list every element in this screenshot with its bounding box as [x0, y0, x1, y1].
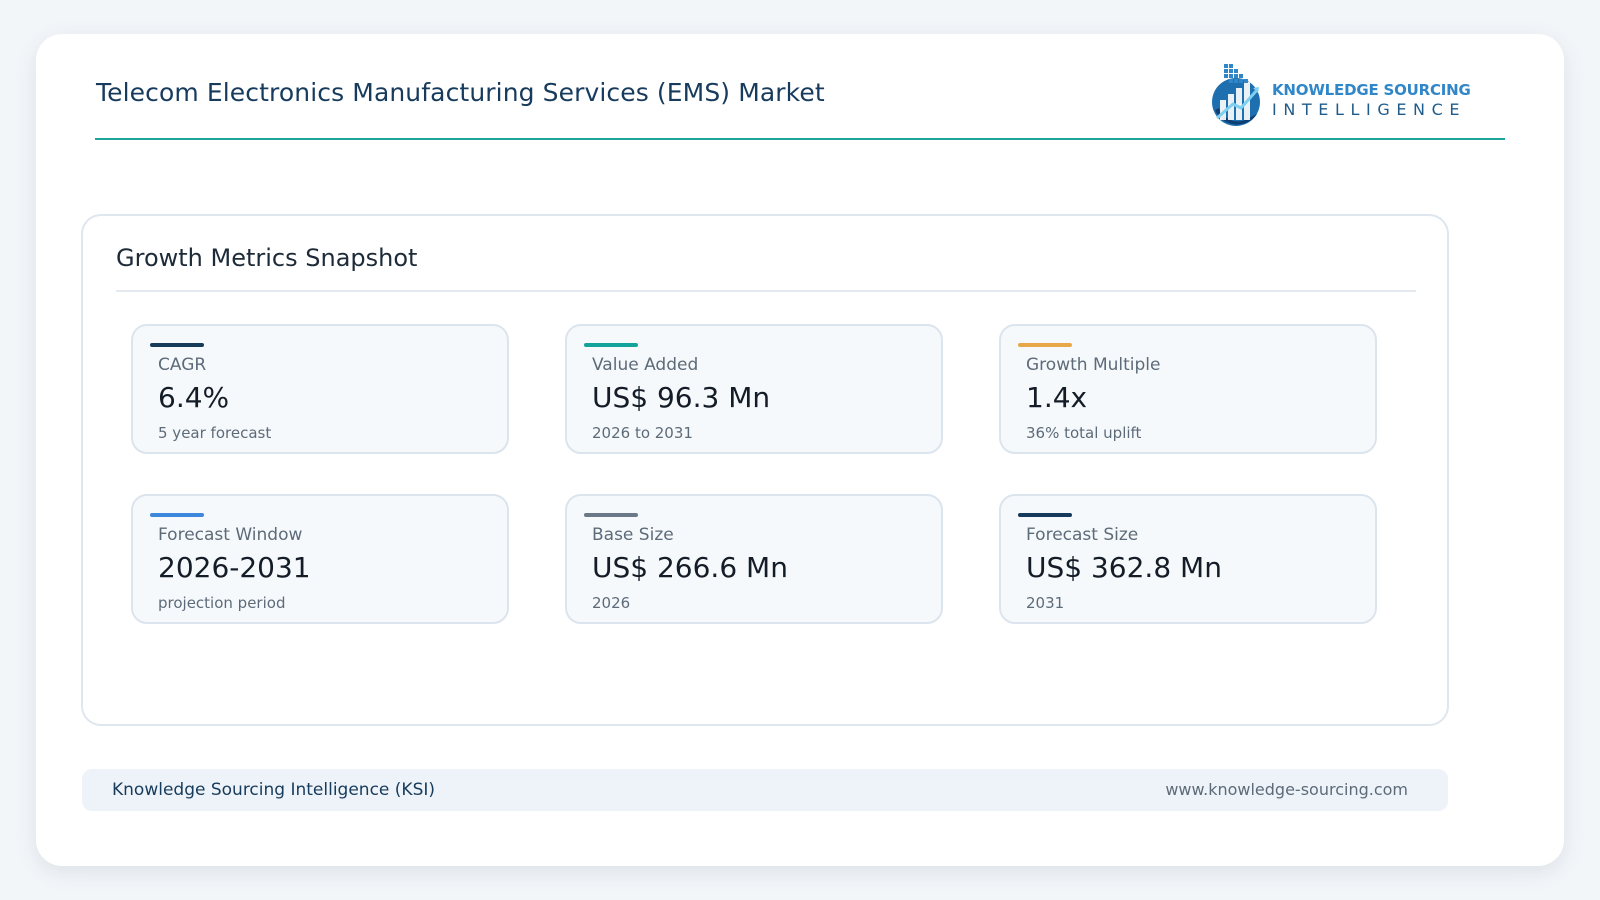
metric-note: 2031 — [1026, 594, 1065, 612]
metric-card-forecast-window: Forecast Window 2026-2031 projection per… — [131, 494, 509, 624]
metric-value: US$ 96.3 Mn — [592, 381, 771, 414]
footer-company-name: Knowledge Sourcing Intelligence (KSI) — [112, 780, 436, 800]
metric-label: Forecast Window — [158, 525, 303, 545]
metric-accent-bar — [150, 343, 204, 347]
footer-website-link[interactable]: www.knowledge-sourcing.com — [1165, 780, 1408, 799]
metric-card-forecast-size: Forecast Size US$ 362.8 Mn 2031 — [999, 494, 1377, 624]
metric-note: projection period — [158, 594, 286, 612]
metric-note: 2026 — [592, 594, 631, 612]
growth-metrics-panel: Growth Metrics Snapshot CAGR 6.4% 5 year… — [81, 214, 1449, 726]
metric-value: US$ 362.8 Mn — [1026, 551, 1222, 584]
metric-note: 2026 to 2031 — [592, 424, 693, 442]
metric-value: US$ 266.6 Mn — [592, 551, 788, 584]
metric-value: 2026-2031 — [158, 551, 311, 584]
metric-accent-bar — [150, 513, 204, 517]
metric-value: 6.4% — [158, 381, 230, 414]
metric-card-cagr: CAGR 6.4% 5 year forecast — [131, 324, 509, 454]
metric-note: 5 year forecast — [158, 424, 272, 442]
metric-label: CAGR — [158, 355, 207, 375]
metric-card-growth-multiple: Growth Multiple 1.4x 36% total uplift — [999, 324, 1377, 454]
metric-accent-bar — [1018, 513, 1072, 517]
metric-label: Forecast Size — [1026, 525, 1139, 545]
metric-accent-bar — [584, 513, 638, 517]
metric-card-base-size: Base Size US$ 266.6 Mn 2026 — [565, 494, 943, 624]
metric-label: Base Size — [592, 525, 674, 545]
metric-accent-bar — [584, 343, 638, 347]
footer-bar: Knowledge Sourcing Intelligence (KSI) ww… — [82, 769, 1448, 811]
header-divider — [95, 138, 1505, 140]
bar-chart-globe-icon — [1212, 64, 1260, 126]
panel-divider — [116, 290, 1416, 292]
metric-label: Growth Multiple — [1026, 355, 1161, 375]
panel-title: Growth Metrics Snapshot — [116, 244, 418, 272]
logo-text-primary: KNOWLEDGE SOURCING — [1272, 81, 1471, 99]
metric-value: 1.4x — [1026, 381, 1088, 414]
metric-card-value-added: Value Added US$ 96.3 Mn 2026 to 2031 — [565, 324, 943, 454]
logo-text-secondary: INTELLIGENCE — [1272, 100, 1467, 119]
metric-label: Value Added — [592, 355, 699, 375]
metric-accent-bar — [1018, 343, 1072, 347]
report-card: Telecom Electronics Manufacturing Servic… — [36, 34, 1564, 866]
page-title: Telecom Electronics Manufacturing Servic… — [96, 78, 825, 107]
metric-note: 36% total uplift — [1026, 424, 1142, 442]
brand-logo: KNOWLEDGE SOURCING INTELLIGENCE — [1209, 60, 1471, 130]
